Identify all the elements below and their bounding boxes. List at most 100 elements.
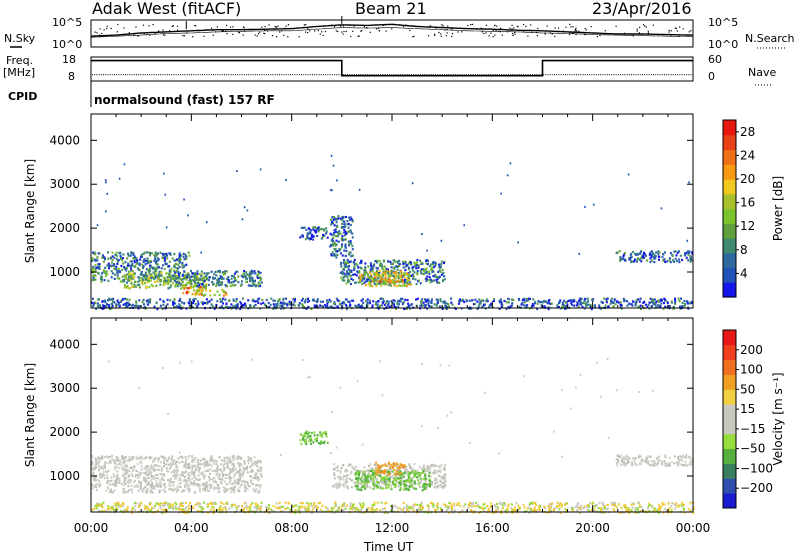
colorbar-label: Power [dB] [771, 176, 785, 241]
scatter-cell [639, 259, 641, 261]
scatter-cell [112, 259, 114, 261]
scatter-cell [268, 302, 270, 304]
scatter-cell [340, 252, 342, 254]
scatter-cell [439, 480, 441, 482]
nave-dot [497, 74, 498, 75]
scatter-cell [191, 283, 193, 285]
scatter-cell [649, 253, 651, 255]
scatter-cell [337, 476, 339, 478]
scatter-cell [372, 280, 374, 282]
nave-dot [607, 74, 608, 75]
noise-dot [452, 33, 453, 34]
nave-dot [440, 74, 441, 75]
noise-dot [555, 27, 556, 28]
scatter-cell [232, 459, 234, 461]
scatter-cell [137, 305, 139, 307]
scatter-cell [198, 293, 200, 295]
isolated-cell [333, 165, 335, 167]
scatter-cell [352, 274, 354, 276]
scatter-cell [372, 468, 374, 470]
noise-dot [227, 33, 228, 34]
nave-dot [202, 74, 203, 75]
noise-dot [430, 25, 431, 26]
scatter-cell [248, 456, 250, 458]
scatter-cell [353, 266, 355, 268]
scatter-cell [651, 260, 653, 262]
scatter-cell [117, 261, 119, 263]
noise-dot [215, 31, 216, 32]
scatter-cell [658, 256, 660, 258]
scatter-cell [237, 271, 239, 273]
scatter-cell [215, 274, 217, 276]
nave-dot [446, 74, 447, 75]
scatter-cell [145, 467, 147, 469]
nave-dot [481, 74, 482, 75]
scatter-cell [154, 470, 156, 472]
scatter-cell [361, 283, 363, 285]
nave-dot [206, 74, 207, 75]
scatter-cell [423, 465, 425, 467]
scatter-cell [381, 265, 383, 267]
nave-dot [506, 74, 507, 75]
nave-dot [415, 74, 416, 75]
nave-dot [554, 74, 555, 75]
scatter-cell [426, 275, 428, 277]
scatter-cell [416, 476, 418, 478]
scatter-cell [350, 255, 352, 257]
nave-dot [382, 74, 383, 75]
nave-dot [503, 74, 504, 75]
nave-dot [118, 74, 119, 75]
scatter-cell [689, 257, 691, 259]
nave-dot [360, 74, 361, 75]
noise-dot [221, 30, 222, 31]
scatter-cell [370, 262, 372, 264]
scatter-cell [170, 488, 172, 490]
scatter-cell [199, 490, 201, 492]
scatter-cell [126, 491, 128, 493]
noise-dot [494, 25, 495, 26]
scatter-cell [209, 294, 211, 296]
scatter-cell [155, 480, 157, 482]
scatter-cell [185, 255, 187, 257]
scatter-cell [133, 285, 135, 287]
scatter-cell [115, 466, 117, 468]
scatter-cell [349, 275, 351, 277]
scatter-cell [99, 480, 101, 482]
scatter-cell [400, 275, 402, 277]
scatter-cell [118, 481, 120, 483]
scatter-cell [138, 276, 140, 278]
scatter-cell [95, 483, 97, 485]
noise-dot [226, 25, 227, 26]
scatter-cell [101, 277, 103, 279]
scatter-cell [435, 486, 437, 488]
scatter-cell [592, 298, 594, 300]
scatter-cell [279, 305, 281, 307]
scatter-cell [208, 284, 210, 286]
scatter-cell [168, 252, 170, 254]
scatter-cell [139, 279, 141, 281]
scatter-cell [144, 274, 146, 276]
scatter-cell [178, 300, 180, 302]
scatter-cell [664, 261, 666, 263]
scatter-cell [219, 284, 221, 286]
scatter-cell [154, 488, 156, 490]
noise-dot [299, 36, 300, 37]
scatter-cell [369, 475, 371, 477]
scatter-cell [643, 252, 645, 254]
scatter-cell [419, 305, 421, 307]
scatter-cell [358, 477, 360, 479]
scatter-cell [333, 248, 335, 250]
scatter-cell [312, 226, 314, 228]
scatter-cell [313, 235, 315, 237]
noise-dot [537, 28, 538, 29]
scatter-cell [186, 276, 188, 278]
scatter-cell [254, 300, 256, 302]
scatter-cell [429, 467, 431, 469]
scatter-cell [126, 257, 128, 259]
scatter-cell [223, 467, 225, 469]
scatter-cell [373, 478, 375, 480]
scatter-cell [192, 272, 194, 274]
isolated-cell [517, 241, 519, 243]
scatter-cell [157, 257, 159, 259]
scatter-cell [413, 463, 415, 465]
